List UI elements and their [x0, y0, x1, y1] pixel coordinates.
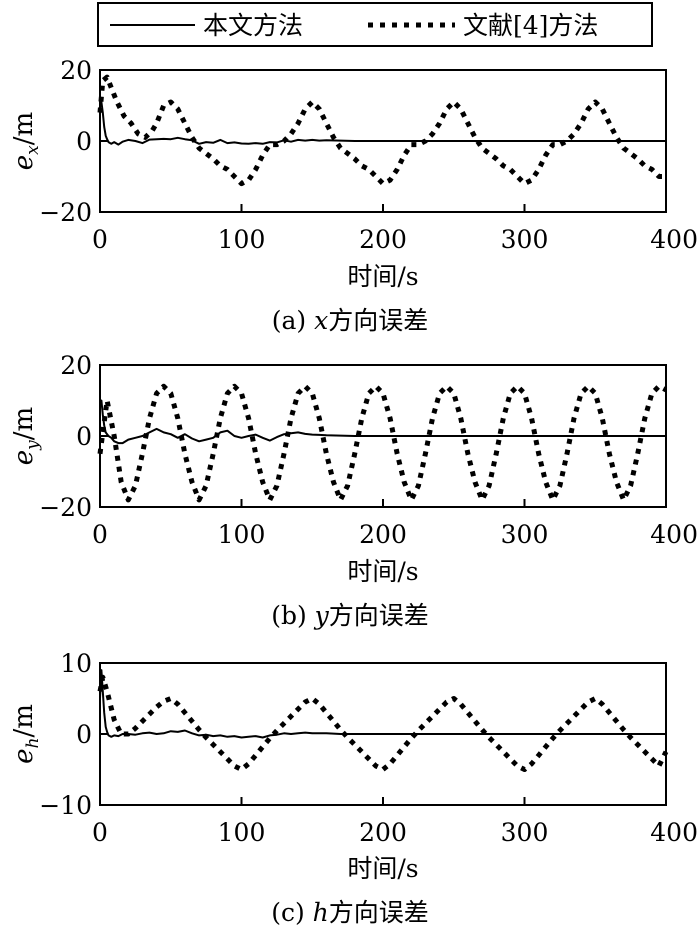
panel-h-series-dotted — [97, 674, 669, 772]
panel-x-xtick-label: 300 — [501, 225, 549, 254]
panel-x-series-solid — [99, 101, 666, 146]
panel-h-xtick-label: 400 — [650, 818, 698, 847]
panel-y-xtick-label: 400 — [650, 520, 698, 549]
panel-y-xtick-label: 100 — [218, 520, 266, 549]
panel-y-caption: (b) y方向误差 — [271, 601, 429, 630]
panel-h-series-solid — [99, 669, 666, 739]
panel-h-caption: (c) h方向误差 — [271, 898, 429, 927]
panel-y-xlabel: 时间/s — [347, 557, 418, 586]
panel-x-series — [97, 74, 666, 187]
panel-y-series-dotted — [97, 383, 668, 503]
panel-h-ytick-label: 10 — [60, 649, 92, 678]
panel-y-ytick-label: 0 — [76, 422, 92, 451]
panel-y-axes-frame — [99, 364, 667, 508]
legend-label-solid: 本文方法 — [203, 11, 303, 40]
panel-h-series — [97, 669, 669, 772]
panel-y-series — [97, 383, 668, 503]
panel-h-xtick-label: 300 — [501, 818, 549, 847]
panel-y-ytick-label: 20 — [60, 351, 92, 380]
panel-y-ytick-label: −20 — [39, 493, 92, 522]
panel-y-xtick-label: 200 — [359, 520, 407, 549]
panel-x-ytick-label: 0 — [76, 127, 92, 156]
panel-x-series-dotted — [97, 74, 666, 187]
panel-x-caption: (a) x方向误差 — [272, 306, 428, 335]
panel-x-xtick-label: 400 — [650, 225, 698, 254]
panel-h-xtick-label: 0 — [92, 818, 108, 847]
panel-h-xlabel: 时间/s — [347, 854, 418, 883]
panel-h-ylabel: eh/m — [9, 704, 43, 764]
panel-h-ytick-label: −10 — [39, 791, 92, 820]
legend-label-dotted: 文献[4]方法 — [463, 11, 598, 40]
panel-y-xtick-label: 300 — [501, 520, 549, 549]
panel-h-axes-frame — [99, 662, 667, 806]
panel-y-ylabel: ey/m — [9, 407, 43, 465]
panel-h-ytick-label: 0 — [76, 720, 92, 749]
panel-x-xlabel: 时间/s — [347, 262, 418, 291]
panel-y-xtick-label: 0 — [92, 520, 108, 549]
panel-x-xtick-label: 0 — [92, 225, 108, 254]
legend: 本文方法 文献[4]方法 — [97, 2, 653, 47]
panel-x-xtick-label: 100 — [218, 225, 266, 254]
panel-h-xtick-label: 100 — [218, 818, 266, 847]
panel-x-ylabel: ex/m — [9, 112, 43, 170]
panel-x-ytick-label: −20 — [39, 198, 92, 227]
panel-x-xtick-label: 200 — [359, 225, 407, 254]
panel-x-axes-frame — [99, 69, 667, 213]
panel-y-series-solid — [99, 399, 666, 445]
panel-x-ytick-label: 20 — [60, 56, 92, 85]
panel-h-xtick-label: 200 — [359, 818, 407, 847]
